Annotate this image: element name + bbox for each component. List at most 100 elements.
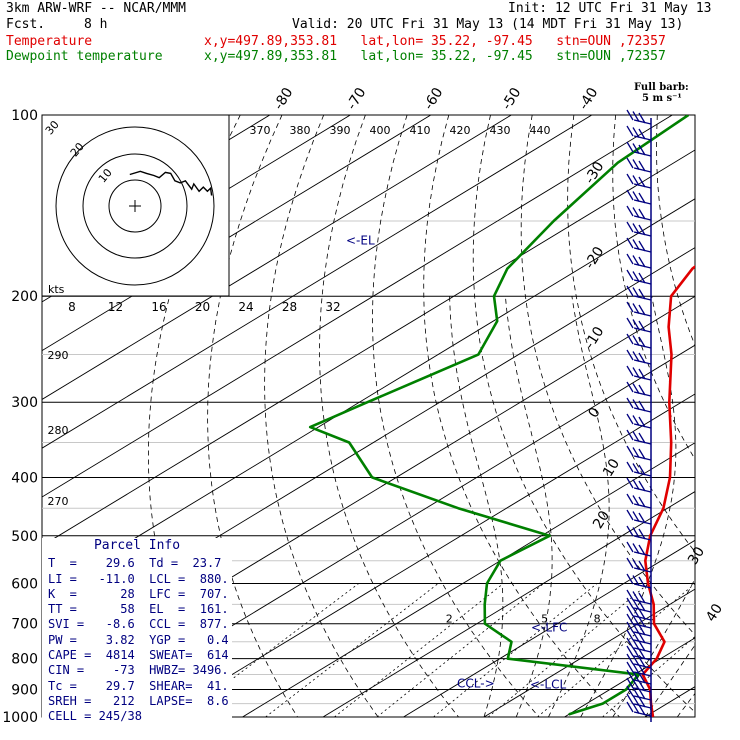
wind-barb-flag bbox=[632, 127, 640, 138]
theta-label: 420 bbox=[450, 124, 471, 137]
wind-barb-flag bbox=[638, 192, 646, 204]
wind-barb-flag bbox=[638, 656, 646, 668]
wind-barb-flag bbox=[638, 400, 646, 412]
wind-barb-flag bbox=[626, 637, 634, 649]
wind-barb-shaft bbox=[633, 311, 652, 317]
isotherm-label: -40 bbox=[576, 85, 602, 113]
wind-barb-flag bbox=[638, 352, 646, 364]
wind-barb-flag bbox=[638, 624, 646, 636]
wind-barb-flag bbox=[632, 351, 640, 362]
isotherm-label: -50 bbox=[499, 85, 525, 113]
wind-barb-flag bbox=[626, 173, 634, 185]
parcel-row: PW = 3.82 YGP = 0.4 bbox=[48, 632, 229, 647]
wind-barb-flag bbox=[638, 560, 646, 572]
wind-barb-flag bbox=[632, 543, 640, 554]
hodograph-speed-tick: 32 bbox=[325, 300, 340, 314]
theta-label: 390 bbox=[330, 124, 351, 137]
wind-barb-flag bbox=[626, 125, 634, 137]
theta-label: 290 bbox=[48, 349, 69, 362]
hodograph-speed-tick: 24 bbox=[238, 300, 253, 314]
wind-barb-flag bbox=[632, 111, 640, 122]
dewpoint-legend: Dewpoint temperature bbox=[6, 49, 163, 64]
wind-barb-shaft bbox=[633, 535, 652, 541]
wind-barb-flag bbox=[626, 613, 634, 625]
wind-barb-flag bbox=[632, 631, 640, 642]
wind-barb-flag bbox=[626, 701, 634, 713]
isotherm-label: -80 bbox=[271, 85, 297, 113]
wind-barb-flag bbox=[626, 205, 634, 217]
parcel-row: SREH = 212 LAPSE= 8.6 bbox=[48, 693, 229, 708]
wind-barb-flag bbox=[638, 576, 646, 588]
wind-barb-shaft bbox=[633, 695, 652, 701]
wind-barb-flag bbox=[638, 672, 646, 684]
mixing-ratio-label: 2 bbox=[446, 613, 453, 626]
level-annotations: <-EL <-LFC <-LCL CCL-> bbox=[346, 234, 567, 692]
parcel-row: LI = -11.0 LCL = 880. bbox=[48, 571, 229, 586]
dewpoint-location: x,y=497.89,353.81 lat,lon= 35.22, -97.45… bbox=[204, 49, 666, 64]
wind-barb-shaft bbox=[633, 703, 652, 709]
wind-barb-shaft bbox=[633, 583, 652, 589]
wind-barb-flag bbox=[638, 688, 646, 700]
parcel-row: CIN = -73 HWBZ= 3496. bbox=[48, 663, 229, 678]
full-barb-label: Full barb: bbox=[634, 82, 689, 93]
wind-barb-flag bbox=[626, 557, 634, 569]
wind-barb-flag bbox=[632, 223, 640, 234]
wind-barb-flag bbox=[626, 445, 634, 457]
parcel-row: CELL = 245/38 bbox=[48, 709, 142, 724]
wind-barb-flag bbox=[632, 703, 640, 714]
hodograph-speed-tick: 20 bbox=[195, 300, 210, 314]
wind-barb-flag bbox=[632, 159, 640, 170]
wind-barb-flag bbox=[626, 365, 634, 377]
wind-barb-shaft bbox=[633, 711, 652, 717]
wind-barb-shaft bbox=[633, 391, 652, 397]
wind-barb-flag bbox=[626, 317, 634, 329]
wind-barb-flag bbox=[626, 653, 634, 665]
wind-barb-shaft bbox=[633, 231, 652, 237]
wind-barb-flag bbox=[632, 447, 640, 458]
wind-barb-shaft bbox=[633, 503, 652, 509]
wind-barb-flag bbox=[632, 647, 640, 658]
wind-barb-flag bbox=[632, 671, 640, 682]
hodograph-ring bbox=[55, 126, 215, 286]
wind-barb-flag bbox=[638, 704, 646, 716]
wind-barb-flag bbox=[632, 239, 640, 250]
wind-barb-shaft bbox=[633, 671, 652, 677]
wind-barb-shaft bbox=[633, 423, 652, 429]
hodograph-trace bbox=[129, 170, 213, 196]
wind-barb-flag bbox=[638, 608, 646, 620]
dry-adiabat bbox=[372, 115, 540, 717]
wind-barb-shaft bbox=[633, 359, 652, 365]
wind-barb-flag bbox=[626, 525, 634, 537]
wind-barb-flag bbox=[638, 160, 646, 172]
wind-barbs bbox=[626, 109, 652, 722]
wind-barb-flag bbox=[626, 621, 634, 633]
wind-barb-flag bbox=[632, 143, 640, 154]
wind-barb-flag bbox=[626, 541, 634, 553]
parcel-info-title: Parcel Info bbox=[93, 538, 181, 553]
wind-barb-shaft bbox=[633, 639, 652, 645]
theta-label: 270 bbox=[48, 495, 69, 508]
wind-barb-flag bbox=[626, 493, 634, 505]
moist-adiabats bbox=[449, 296, 695, 717]
moist-adiabat bbox=[644, 644, 695, 717]
isotherm-label: 0 bbox=[585, 405, 603, 421]
wind-barb-shaft bbox=[633, 487, 652, 493]
full-barb-units: 5 m s⁻¹ bbox=[642, 93, 682, 104]
wind-barb-flag bbox=[632, 575, 640, 586]
valid-time: Valid: 20 UTC Fri 31 May 13 (14 MDT Fri … bbox=[292, 17, 684, 32]
moist-adiabat bbox=[676, 692, 695, 717]
wind-barb-flag bbox=[638, 528, 646, 540]
isotherm bbox=[42, 115, 432, 352]
wind-barb-flag bbox=[632, 431, 640, 442]
init-time: Init: 12 UTC Fri 31 May 13 bbox=[508, 1, 712, 16]
hodograph-ring bbox=[108, 179, 162, 233]
wind-barb-flag bbox=[632, 527, 640, 538]
profiles bbox=[308, 115, 695, 717]
parcel-row: K = 28 LFC = 707. bbox=[48, 586, 229, 601]
wind-barb-shaft bbox=[633, 375, 652, 381]
theta-label: 400 bbox=[370, 124, 391, 137]
wind-barb-flag bbox=[638, 384, 646, 396]
wind-barb-flag bbox=[638, 320, 646, 332]
wind-barb-flag bbox=[626, 645, 634, 657]
